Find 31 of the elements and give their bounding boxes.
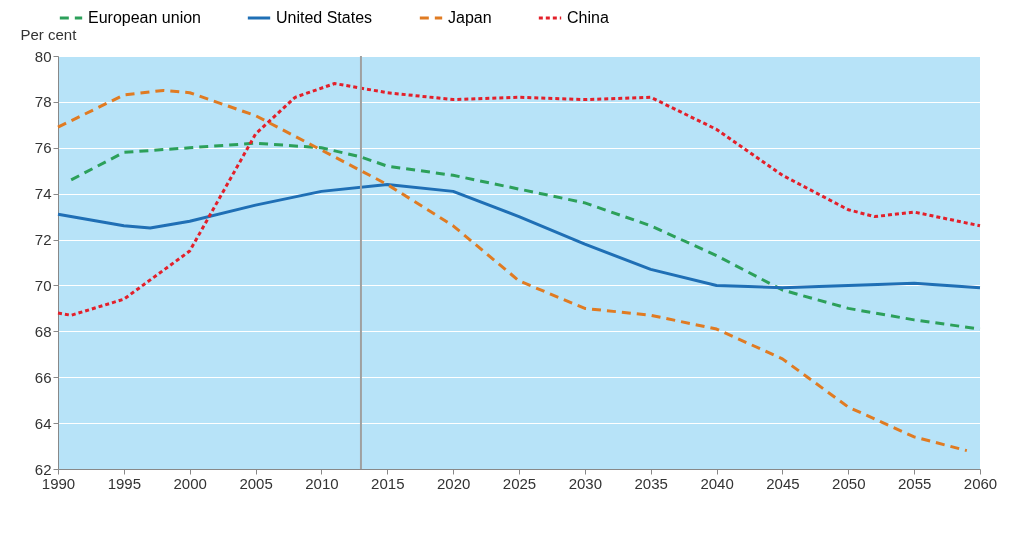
x-tick-label: 1995: [107, 474, 142, 492]
x-tick-label: 2040: [700, 474, 734, 492]
y-tick-label: 72: [34, 231, 52, 249]
y-tick-label: 74: [34, 185, 52, 203]
y-tick-label: 70: [34, 276, 52, 294]
y-tick-label: 76: [34, 139, 52, 157]
legend-label: United States: [276, 9, 373, 26]
y-axis-title: Per cent: [20, 25, 78, 43]
line-series: [56, 82, 982, 317]
x-tick-label: 2005: [239, 474, 273, 492]
x-tick-label: 2030: [568, 474, 603, 492]
x-tick-label: 2035: [634, 474, 668, 492]
x-tick-label: 2010: [305, 474, 339, 492]
y-tick-label: 66: [34, 368, 52, 386]
y-tick-label: 68: [34, 322, 52, 340]
line-series: [56, 88, 969, 453]
x-tick-label: 2060: [963, 474, 998, 492]
legend-label: Japan: [448, 9, 492, 26]
x-tick-label: 2015: [371, 474, 405, 492]
x-tick-label: 2055: [897, 474, 932, 492]
x-tick-label: 2045: [766, 474, 800, 492]
x-tick-label: 2020: [436, 474, 471, 492]
y-tick-label: 78: [34, 93, 52, 111]
y-tick-label: 64: [34, 414, 52, 432]
x-tick-label: 2050: [832, 474, 866, 492]
legend-label: China: [567, 9, 609, 26]
x-tick-label: 2000: [173, 474, 207, 492]
x-tick-label: 2025: [502, 474, 537, 492]
legend-label: European union: [88, 9, 201, 26]
y-tick-label: 80: [34, 47, 52, 65]
line-series: [56, 182, 982, 290]
